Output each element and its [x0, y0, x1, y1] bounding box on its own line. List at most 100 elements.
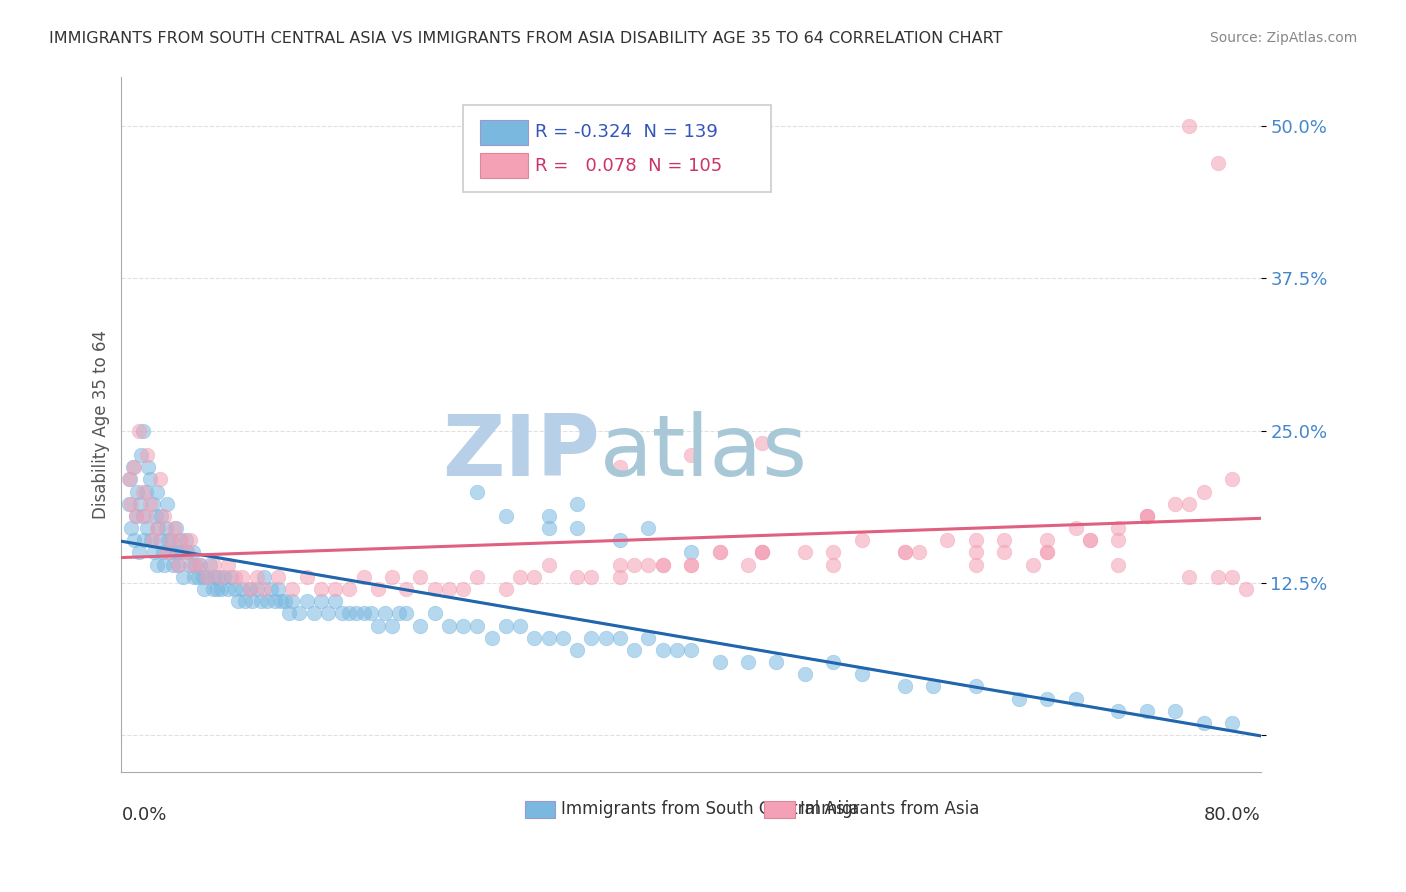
- Point: [160, 533, 183, 548]
- Point: [209, 582, 232, 596]
- Point: [132, 484, 155, 499]
- Point: [679, 545, 702, 559]
- Point: [135, 508, 157, 523]
- Point: [1164, 704, 1187, 718]
- Point: [149, 472, 172, 486]
- Point: [217, 558, 239, 572]
- Point: [537, 558, 560, 572]
- Point: [142, 533, 165, 548]
- Point: [264, 594, 287, 608]
- Point: [344, 607, 367, 621]
- Point: [409, 570, 432, 584]
- Point: [117, 497, 139, 511]
- Point: [202, 558, 225, 572]
- Point: [146, 484, 169, 499]
- Point: [851, 533, 873, 548]
- Point: [250, 594, 273, 608]
- Point: [120, 497, 142, 511]
- Point: [179, 558, 201, 572]
- Point: [922, 680, 945, 694]
- Point: [609, 460, 631, 475]
- Point: [155, 521, 177, 535]
- Point: [136, 521, 159, 535]
- Point: [523, 570, 546, 584]
- Point: [146, 558, 169, 572]
- FancyBboxPatch shape: [481, 120, 529, 145]
- Point: [965, 533, 987, 548]
- Point: [170, 545, 193, 559]
- Point: [201, 582, 224, 596]
- Point: [191, 570, 214, 584]
- Point: [233, 594, 256, 608]
- Point: [316, 607, 339, 621]
- Point: [609, 533, 631, 548]
- Point: [149, 533, 172, 548]
- Point: [495, 582, 517, 596]
- Point: [288, 607, 311, 621]
- Point: [1136, 508, 1159, 523]
- Point: [162, 558, 184, 572]
- Point: [965, 545, 987, 559]
- Point: [1064, 521, 1087, 535]
- Point: [122, 460, 145, 475]
- Point: [893, 680, 915, 694]
- Point: [709, 545, 731, 559]
- Point: [205, 582, 228, 596]
- Point: [1136, 508, 1159, 523]
- Point: [146, 521, 169, 535]
- Point: [751, 435, 773, 450]
- Point: [188, 558, 211, 572]
- Point: [128, 545, 150, 559]
- Point: [823, 655, 845, 669]
- Point: [737, 655, 759, 669]
- Point: [1078, 533, 1101, 548]
- Text: Source: ZipAtlas.com: Source: ZipAtlas.com: [1209, 31, 1357, 45]
- Point: [165, 521, 187, 535]
- Point: [581, 570, 603, 584]
- Point: [367, 618, 389, 632]
- Point: [565, 643, 588, 657]
- Point: [823, 558, 845, 572]
- Point: [565, 521, 588, 535]
- Point: [1136, 704, 1159, 718]
- Point: [212, 570, 235, 584]
- Point: [609, 631, 631, 645]
- Point: [256, 594, 278, 608]
- Point: [219, 570, 242, 584]
- Point: [637, 631, 659, 645]
- Point: [179, 533, 201, 548]
- Point: [163, 521, 186, 535]
- Text: 0.0%: 0.0%: [121, 805, 167, 824]
- Point: [637, 521, 659, 535]
- Point: [239, 582, 262, 596]
- Point: [160, 533, 183, 548]
- Point: [1036, 545, 1059, 559]
- Point: [176, 545, 198, 559]
- Point: [1178, 497, 1201, 511]
- Point: [523, 631, 546, 645]
- Point: [1178, 570, 1201, 584]
- Point: [174, 545, 197, 559]
- Point: [679, 558, 702, 572]
- Point: [167, 558, 190, 572]
- Point: [202, 570, 225, 584]
- Point: [166, 545, 188, 559]
- Point: [1192, 716, 1215, 731]
- Point: [1036, 691, 1059, 706]
- Text: ZIP: ZIP: [441, 411, 600, 494]
- Point: [1234, 582, 1257, 596]
- Point: [665, 643, 688, 657]
- Point: [253, 570, 276, 584]
- Point: [509, 570, 531, 584]
- Point: [751, 545, 773, 559]
- Point: [157, 533, 180, 548]
- Point: [751, 545, 773, 559]
- Point: [295, 594, 318, 608]
- Point: [309, 594, 332, 608]
- Point: [551, 631, 574, 645]
- Point: [1220, 716, 1243, 731]
- Point: [121, 460, 143, 475]
- Point: [965, 680, 987, 694]
- Point: [381, 618, 404, 632]
- Point: [423, 607, 446, 621]
